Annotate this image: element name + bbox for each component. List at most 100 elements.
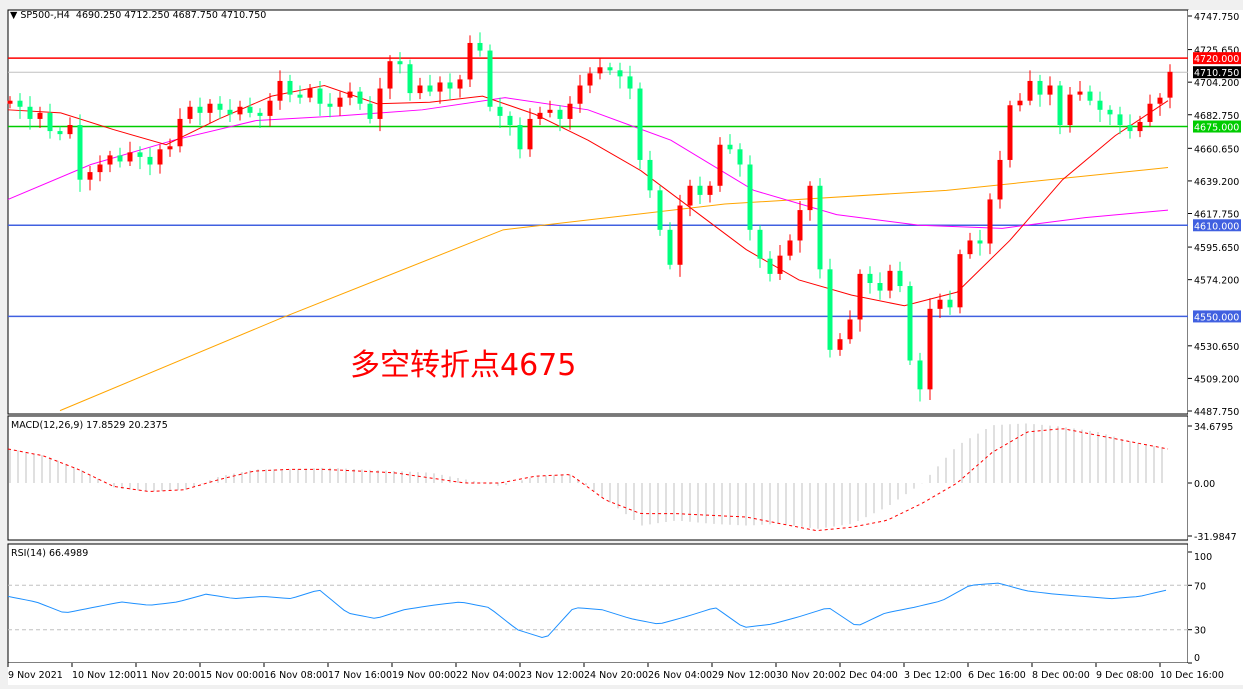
candle-bear bbox=[297, 94, 303, 98]
candle-bear bbox=[197, 106, 203, 113]
level-tag bbox=[1193, 219, 1241, 232]
candle-bull bbox=[157, 149, 163, 165]
macd-panel bbox=[7, 415, 1189, 541]
candle-bear bbox=[47, 112, 53, 132]
candle-bull bbox=[1067, 94, 1073, 126]
candle-bear bbox=[327, 103, 333, 107]
candle-bull bbox=[717, 144, 723, 186]
candle-bear bbox=[137, 152, 143, 157]
symbol-header: ▼ SP500-,H4 4690.250 4712.250 4687.750 4… bbox=[10, 10, 267, 21]
time-tick-label: 26 Nov 04:00 bbox=[648, 670, 712, 681]
candle-bull bbox=[787, 240, 793, 256]
candle-bear bbox=[617, 70, 623, 77]
candle-bull bbox=[687, 185, 693, 206]
candle-bear bbox=[517, 125, 523, 150]
candle-bull bbox=[37, 112, 43, 119]
candle-bull bbox=[1027, 80, 1033, 101]
candle-bear bbox=[1057, 85, 1063, 126]
candle-bear bbox=[287, 80, 293, 95]
candle-bear bbox=[27, 106, 33, 119]
macd-tick-label: -31.9847 bbox=[1194, 532, 1237, 543]
candle-bull bbox=[417, 85, 423, 94]
candle-bull bbox=[337, 97, 343, 107]
candle-bull bbox=[537, 112, 543, 119]
candle-bear bbox=[357, 91, 363, 104]
candle-bull bbox=[987, 199, 993, 244]
candle-bear bbox=[917, 360, 923, 390]
time-tick-label: 9 Dec 08:00 bbox=[1096, 670, 1154, 681]
time-tick-label: 2 Dec 04:00 bbox=[840, 670, 898, 681]
candle-bull bbox=[1147, 103, 1153, 122]
level-tag bbox=[1193, 120, 1241, 133]
candle-bull bbox=[957, 254, 963, 308]
rsi-tick-label: 30 bbox=[1194, 626, 1206, 637]
candle-bear bbox=[697, 185, 703, 195]
candle-bear bbox=[817, 185, 823, 270]
candle-bear bbox=[397, 61, 403, 65]
price-tick-label: 4595.650 bbox=[1194, 243, 1239, 254]
candle-bear bbox=[367, 103, 373, 119]
price-axis bbox=[1188, 10, 1243, 663]
candle-bear bbox=[447, 82, 453, 89]
candle-bear bbox=[947, 299, 953, 308]
candle-bear bbox=[627, 76, 633, 89]
time-tick-label: 6 Dec 16:00 bbox=[968, 670, 1026, 681]
candle-bull bbox=[587, 73, 593, 86]
candle-bear bbox=[557, 109, 563, 119]
candle-bull bbox=[807, 185, 813, 211]
time-tick-label: 30 Nov 20:00 bbox=[776, 670, 840, 681]
candle-bear bbox=[647, 159, 653, 191]
candle-bull bbox=[277, 80, 283, 101]
candle-bull bbox=[347, 91, 353, 98]
macd-tick-label: 34.6795 bbox=[1194, 422, 1233, 433]
candle-bear bbox=[487, 50, 493, 107]
macd-title: MACD(12,26,9) 17.8529 20.2375 bbox=[11, 420, 168, 431]
candle-bear bbox=[147, 156, 153, 165]
price-tick-label: 4725.650 bbox=[1194, 46, 1239, 57]
ohlc-values: 4690.250 4712.250 4687.750 4710.750 bbox=[75, 10, 267, 21]
candle-bear bbox=[17, 100, 23, 107]
price-tick-label: 4617.750 bbox=[1194, 210, 1239, 221]
price-tick-label: 4660.650 bbox=[1194, 144, 1239, 155]
candle-bull bbox=[847, 319, 853, 340]
candle-bear bbox=[317, 88, 323, 104]
price-tick-label: 4639.200 bbox=[1194, 177, 1239, 188]
candle-bull bbox=[97, 164, 103, 173]
candle-bear bbox=[867, 273, 873, 284]
candle-bear bbox=[1097, 100, 1103, 110]
candle-bull bbox=[1017, 100, 1023, 106]
candle-bear bbox=[897, 270, 903, 287]
candle-bull bbox=[1007, 105, 1013, 160]
candle-bull bbox=[457, 79, 463, 89]
rsi-tick-label: 70 bbox=[1194, 581, 1206, 592]
candle-bull bbox=[1047, 85, 1053, 95]
candle-bull bbox=[7, 100, 13, 104]
time-tick-label: 15 Nov 00:00 bbox=[200, 670, 264, 681]
candle-bull bbox=[307, 88, 313, 98]
level-label: 4710.750 bbox=[1194, 68, 1239, 79]
candle-bear bbox=[1087, 91, 1093, 101]
candle-bear bbox=[667, 229, 673, 265]
time-tick-label: 17 Nov 16:00 bbox=[328, 670, 392, 681]
level-label: 4720.000 bbox=[1194, 54, 1239, 65]
level-label: 4550.000 bbox=[1194, 312, 1239, 323]
candle-bull bbox=[527, 118, 533, 150]
ma-fast-line bbox=[7, 84, 1169, 307]
candle-bear bbox=[907, 286, 913, 361]
candle-bear bbox=[727, 144, 733, 150]
price-tick-label: 4682.750 bbox=[1194, 111, 1239, 122]
rsi-tick-label: 100 bbox=[1194, 552, 1212, 563]
pivot-annotation: 多空转折点4675 bbox=[350, 348, 577, 383]
ma-slow-line bbox=[59, 167, 1169, 412]
candle-bull bbox=[937, 299, 943, 309]
candle-bear bbox=[757, 229, 763, 259]
candle-bull bbox=[677, 205, 683, 265]
time-axis bbox=[8, 663, 1243, 685]
candle-bear bbox=[607, 67, 613, 71]
candle-bull bbox=[707, 185, 713, 195]
candle-bear bbox=[117, 155, 123, 162]
candle-bull bbox=[237, 106, 243, 115]
rsi-line bbox=[7, 582, 1167, 638]
candle-bear bbox=[247, 106, 253, 113]
